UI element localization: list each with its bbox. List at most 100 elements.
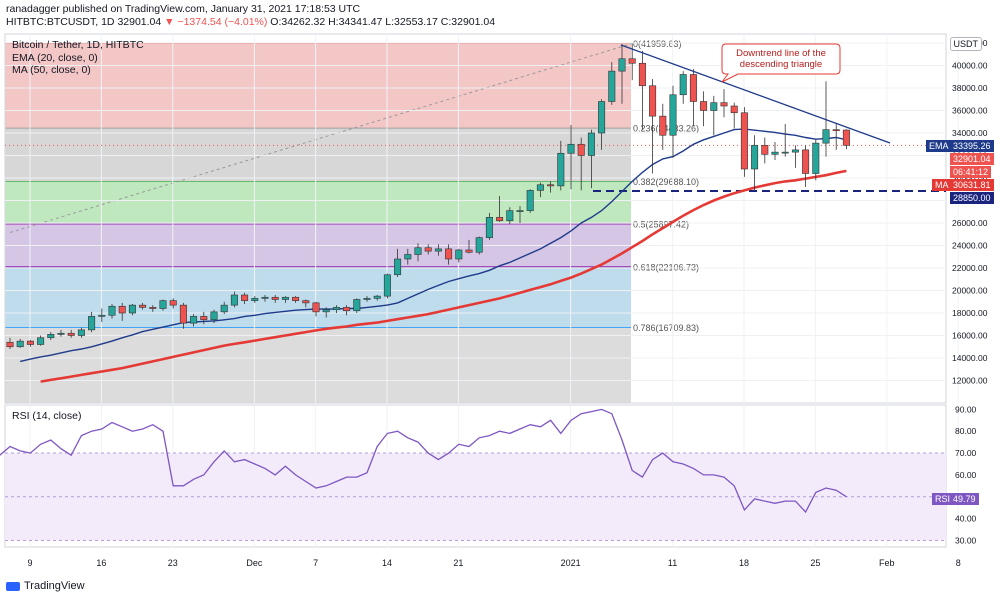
publish-info: ranadagger published on TradingView.com,… (6, 3, 361, 15)
candle-body (220, 304, 228, 313)
annotation-text: Downtrend line of the (736, 48, 826, 59)
rsi-tick-label: 80.00 (955, 426, 977, 436)
candle-body (37, 337, 45, 345)
candle-body (26, 340, 34, 345)
candle-body (536, 184, 544, 191)
candle-body (710, 102, 718, 111)
candle (67, 329, 75, 338)
candle-body (261, 296, 269, 299)
candle (179, 302, 187, 329)
candle (669, 85, 677, 158)
candle-body (394, 258, 402, 276)
y-tick-label: 14000.00 (952, 353, 988, 363)
candle-body (47, 334, 55, 339)
candle (16, 338, 24, 348)
candle (220, 301, 228, 315)
candle-body (343, 307, 351, 312)
candle (618, 44, 626, 104)
candle (434, 244, 442, 256)
x-tick-label: 23 (168, 558, 178, 568)
candle (791, 145, 799, 168)
candle (536, 182, 544, 198)
x-tick-label: 21 (453, 558, 463, 568)
candle (77, 327, 85, 338)
candle-body (751, 145, 759, 170)
currency-label[interactable]: USDT (949, 37, 982, 51)
fib-label: 0.786(16709.83) (633, 323, 699, 333)
candle-body (434, 248, 442, 252)
candle-body (618, 58, 626, 72)
candle (842, 129, 850, 150)
candle-body (312, 302, 320, 313)
y-tick-label: 34000.00 (952, 128, 988, 138)
candle (475, 236, 483, 255)
candle-body (57, 332, 65, 335)
candle (649, 79, 657, 174)
candle (37, 335, 45, 346)
candle-body (832, 129, 840, 132)
candle-body (271, 296, 279, 300)
ma-legend[interactable]: MA (50, close, 0) (12, 64, 91, 76)
candle (373, 295, 381, 301)
grid (4, 33, 959, 548)
candle-body (414, 247, 422, 255)
rsi-tick-label: 90.00 (955, 404, 977, 414)
ema-legend[interactable]: EMA (20, close, 0) (12, 52, 98, 64)
candle-body (6, 341, 14, 348)
x-tick-label: 8 (956, 558, 961, 568)
rsi-legend[interactable]: RSI (14, close) (12, 410, 82, 422)
candle-body (445, 248, 453, 260)
candle (608, 62, 616, 105)
candle-body (77, 329, 85, 336)
ema-tag: 33395.26 (950, 140, 994, 152)
candle-body (251, 298, 259, 301)
candle (465, 239, 473, 254)
candle (261, 295, 269, 302)
candle (404, 248, 412, 265)
rsi-tick-label: 40.00 (955, 514, 977, 524)
candle-body (689, 74, 697, 102)
candle (230, 291, 238, 308)
candle-body (598, 101, 606, 134)
candle (730, 102, 738, 129)
candle (139, 302, 147, 310)
candle (506, 207, 514, 225)
candle-body (659, 115, 667, 136)
fib-label: 0.382(29688.10) (633, 177, 699, 187)
y-tick-label: 18000.00 (952, 308, 988, 318)
rsi-line (0, 408, 847, 514)
candle-body (587, 132, 595, 156)
candle-body (506, 210, 514, 222)
candle-body (404, 254, 412, 260)
fib-label: 0.5(25897.42) (633, 220, 689, 230)
candle (689, 68, 697, 127)
main-frame (4, 33, 947, 404)
price-tag: 32901.04 (950, 153, 994, 165)
candle-body (332, 307, 340, 310)
y-tick-label: 40000.00 (952, 61, 988, 71)
tradingview-logo[interactable]: TradingView (6, 580, 85, 592)
candle (638, 50, 646, 130)
candle-body (241, 294, 249, 301)
candle (332, 305, 340, 313)
candle-body (577, 143, 585, 156)
candle (679, 71, 687, 104)
symbol-info: HITBTC:BTCUSDT, 1D 32901.04 ▼ −1374.54 (… (6, 16, 495, 28)
candle-body (128, 304, 136, 314)
candle (169, 298, 177, 309)
candle (281, 296, 289, 303)
candle (547, 181, 555, 193)
candle-body (638, 62, 646, 87)
candle (302, 299, 310, 308)
candle (108, 304, 116, 319)
candle (47, 332, 55, 340)
candle (200, 311, 208, 325)
candle (98, 308, 106, 322)
candle (118, 302, 126, 321)
candle (771, 142, 779, 160)
candle (271, 295, 279, 303)
candle-body (547, 184, 555, 187)
candle (190, 314, 198, 327)
ema-tag-label: EMA (926, 140, 952, 152)
